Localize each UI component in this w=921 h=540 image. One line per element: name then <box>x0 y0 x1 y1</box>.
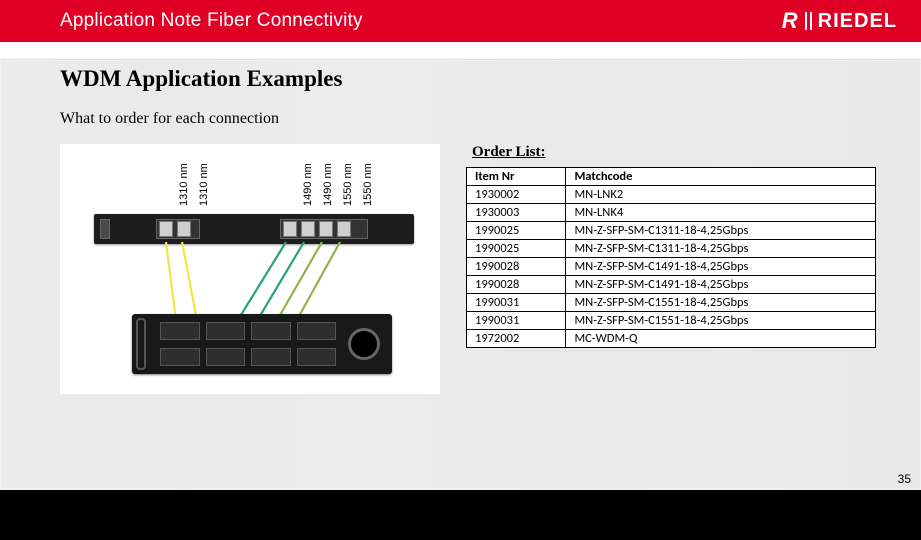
order-list-heading: Order List: <box>472 144 876 161</box>
two-column-layout: 1310 nm 1310 nm 1490 nm 1490 nm 1550 nm … <box>60 144 881 394</box>
order-list-panel: Order List: Item Nr Matchcode 1930002MN-… <box>466 144 876 348</box>
table-cell: MN-Z-SFP-SM-C1311-18-4,25Gbps <box>566 240 876 258</box>
table-cell: MN-Z-SFP-SM-C1311-18-4,25Gbps <box>566 222 876 240</box>
table-cell: MN-LNK4 <box>566 204 876 222</box>
table-cell: 1930002 <box>467 186 566 204</box>
table-cell: MN-LNK2 <box>566 186 876 204</box>
table-row: 1972002MC-WDM-Q <box>467 330 876 348</box>
table-cell: 1990028 <box>467 276 566 294</box>
table-cell: MN-Z-SFP-SM-C1491-18-4,25Gbps <box>566 276 876 294</box>
table-cell: MN-Z-SFP-SM-C1551-18-4,25Gbps <box>566 294 876 312</box>
wavelength-label: 1550 nm <box>342 163 354 206</box>
slot-icon <box>206 348 246 366</box>
table-cell: 1990031 <box>467 294 566 312</box>
sfp-icon <box>337 221 351 237</box>
table-row: 1930002MN-LNK2 <box>467 186 876 204</box>
page-number: 35 <box>898 472 911 486</box>
slot-icon <box>160 322 200 340</box>
rack-handle-icon <box>136 318 146 370</box>
brand-name: RIEDEL <box>818 10 897 33</box>
device-slot-row <box>160 348 336 366</box>
table-cell: MN-Z-SFP-SM-C1551-18-4,25Gbps <box>566 312 876 330</box>
table-row: 1990025MN-Z-SFP-SM-C1311-18-4,25Gbps <box>467 240 876 258</box>
sfp-icon <box>319 221 333 237</box>
xlr-connector-icon <box>348 328 380 360</box>
table-cell: MN-Z-SFP-SM-C1491-18-4,25Gbps <box>566 258 876 276</box>
brand-logo: R RIEDEL <box>782 8 897 34</box>
wavelength-label: 1310 nm <box>178 163 190 206</box>
slot-icon <box>297 348 337 366</box>
table-row: 1990028MN-Z-SFP-SM-C1491-18-4,25Gbps <box>467 276 876 294</box>
slot-icon <box>206 322 246 340</box>
table-cell: 1930003 <box>467 204 566 222</box>
table-row: 1990031MN-Z-SFP-SM-C1551-18-4,25Gbps <box>467 294 876 312</box>
table-cell: 1972002 <box>467 330 566 348</box>
sfp-icon <box>159 221 173 237</box>
table-cell: MC-WDM-Q <box>566 330 876 348</box>
wavelength-label: 1490 nm <box>302 163 314 206</box>
slot-icon <box>297 322 337 340</box>
device-port <box>100 219 110 239</box>
content-area: WDM Application Examples What to order f… <box>0 42 921 394</box>
table-row: 1990031MN-Z-SFP-SM-C1551-18-4,25Gbps <box>467 312 876 330</box>
table-cell: 1990025 <box>467 222 566 240</box>
logo-r-icon: R <box>782 8 799 34</box>
wavelength-label: 1310 nm <box>198 163 210 206</box>
footer-bar <box>0 490 921 540</box>
table-row: 1990028MN-Z-SFP-SM-C1491-18-4,25Gbps <box>467 258 876 276</box>
header-title: Application Note Fiber Connectivity <box>60 10 363 32</box>
table-cell: 1990028 <box>467 258 566 276</box>
table-header-row: Item Nr Matchcode <box>467 168 876 186</box>
slot-icon <box>160 348 200 366</box>
table-row: 1990025MN-Z-SFP-SM-C1311-18-4,25Gbps <box>467 222 876 240</box>
wavelength-label: 1550 nm <box>362 163 374 206</box>
connection-diagram: 1310 nm 1310 nm 1490 nm 1490 nm 1550 nm … <box>60 144 440 394</box>
slide: Application Note Fiber Connectivity R RI… <box>0 0 921 540</box>
section-subheading: What to order for each connection <box>60 110 881 128</box>
col-matchcode: Matchcode <box>566 168 876 186</box>
device-top <box>94 214 414 244</box>
device-port-group <box>156 219 200 239</box>
device-port-group <box>280 219 368 239</box>
order-table: Item Nr Matchcode 1930002MN-LNK21930003M… <box>466 167 876 348</box>
header-bar: Application Note Fiber Connectivity R RI… <box>0 0 921 42</box>
table-cell: 1990031 <box>467 312 566 330</box>
sfp-icon <box>177 221 191 237</box>
col-item-nr: Item Nr <box>467 168 566 186</box>
logo-bars-icon <box>805 12 812 30</box>
sfp-icon <box>301 221 315 237</box>
slot-icon <box>251 348 291 366</box>
sfp-icon <box>283 221 297 237</box>
table-cell: 1990025 <box>467 240 566 258</box>
section-heading: WDM Application Examples <box>60 66 881 92</box>
wavelength-label: 1490 nm <box>322 163 334 206</box>
slot-icon <box>251 322 291 340</box>
table-row: 1930003MN-LNK4 <box>467 204 876 222</box>
device-slot-row <box>160 322 336 340</box>
device-bottom <box>132 314 392 374</box>
